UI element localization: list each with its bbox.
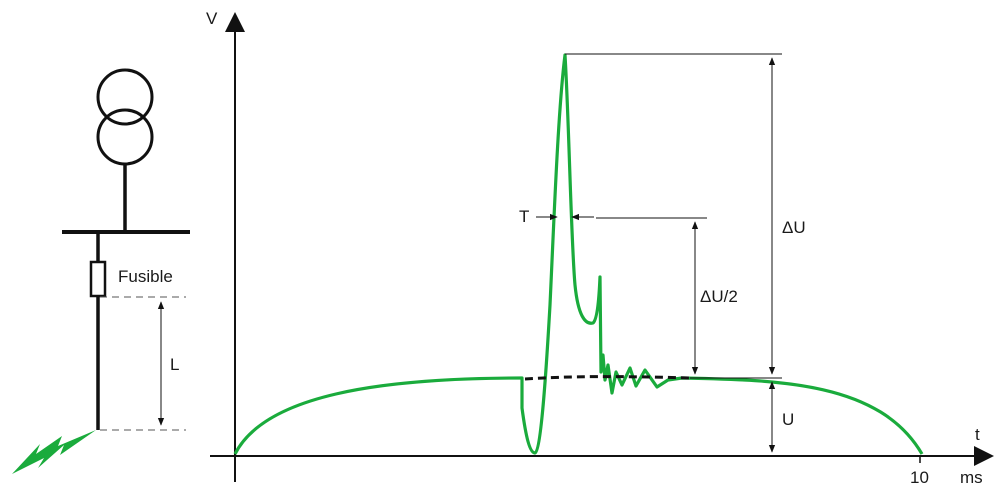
transformer-icon <box>96 68 154 166</box>
v-axis-label: V <box>206 9 218 28</box>
dimension-annotations: ΔU ΔU/2 U T <box>519 57 806 453</box>
u-label: U <box>782 410 794 429</box>
delta-u-label: ΔU <box>782 218 806 237</box>
ms-unit-label: ms <box>960 468 983 486</box>
axes: V t 10 ms <box>206 9 994 486</box>
circuit-schematic: Fusible L <box>12 68 190 474</box>
delta-u-half-label: ΔU/2 <box>700 287 738 306</box>
fault-lightning-icon <box>12 430 96 474</box>
tick-10-label: 10 <box>910 468 929 486</box>
t-axis-label: t <box>975 425 980 444</box>
fusible-label: Fusible <box>118 267 173 286</box>
fuse-icon <box>89 260 107 298</box>
length-label: L <box>170 355 179 374</box>
undisturbed-dashed-curve <box>524 375 691 381</box>
t-duration-label: T <box>519 207 529 226</box>
voltage-waveform <box>233 53 924 455</box>
reference-lines <box>565 53 782 379</box>
